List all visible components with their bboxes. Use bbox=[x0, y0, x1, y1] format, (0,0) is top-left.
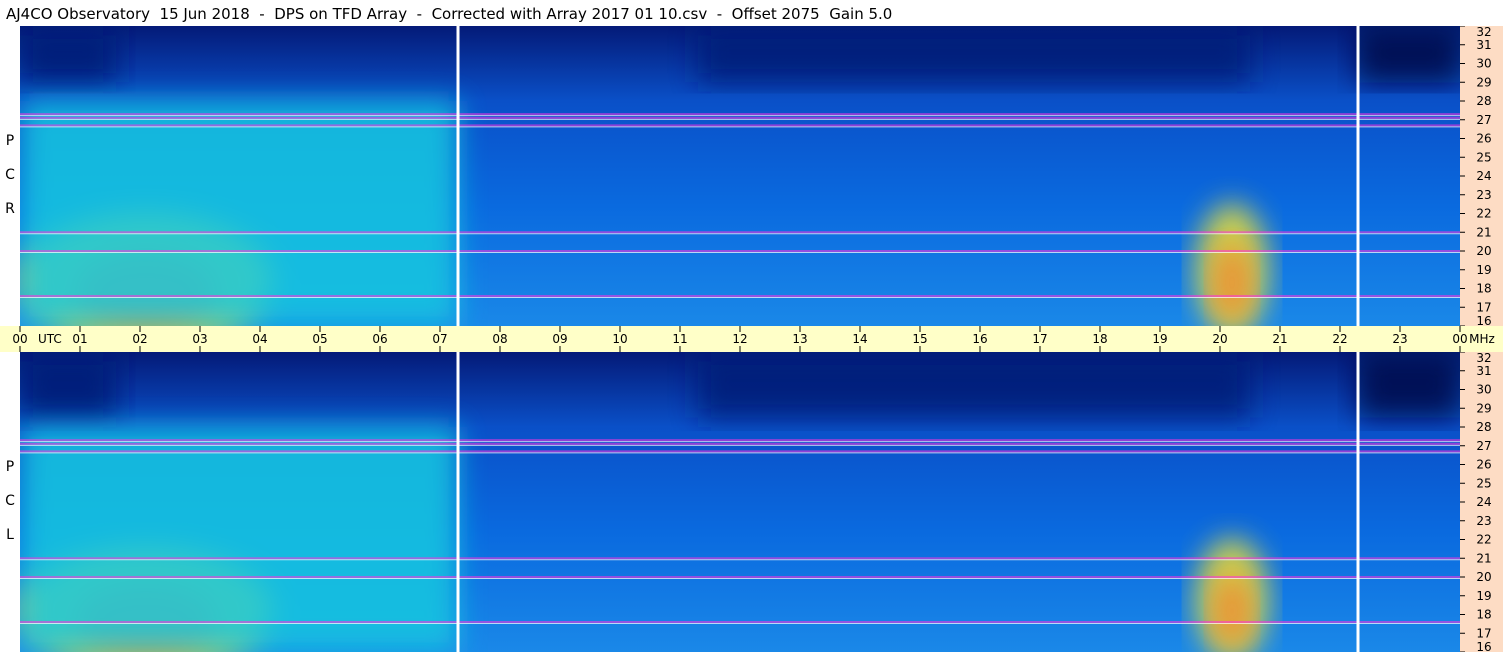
lcp-freq-tick-label-16: 16 bbox=[1476, 640, 1491, 652]
time-tick-label-15: 15 bbox=[912, 332, 927, 346]
lcp-freq-tick-label-28: 28 bbox=[1476, 420, 1491, 434]
time-tick-label-19: 19 bbox=[1152, 332, 1167, 346]
lcp-freq-axis: 16 17 18 19 20 21 22 23 24 25 26 27 28 29 30 31 32 bbox=[1460, 352, 1503, 652]
lcp-dark-band-early bbox=[20, 352, 116, 418]
rcp-freq-tick-label-16: 16 bbox=[1476, 314, 1491, 326]
lcp-freq-tick-label-19: 19 bbox=[1476, 589, 1491, 603]
lcp-freq-tick-label-24: 24 bbox=[1476, 495, 1491, 509]
time-tick-label-3: 03 bbox=[192, 332, 207, 346]
time-tick-label-10: 10 bbox=[612, 332, 627, 346]
time-tick-label-1: 01 bbox=[72, 332, 87, 346]
lcp-freq-tick-label-30: 30 bbox=[1476, 383, 1491, 397]
rcp-freq-tick-label-31: 31 bbox=[1476, 38, 1491, 52]
time-tick-label-4: 04 bbox=[252, 332, 267, 346]
lcp-spectrogram-svg bbox=[20, 352, 1460, 652]
time-tick-label-13: 13 bbox=[792, 332, 807, 346]
rcp-freq-tick-label-18: 18 bbox=[1476, 282, 1491, 296]
freq-unit-label: MHz bbox=[1469, 332, 1495, 346]
rcp-dark-band-late bbox=[1358, 26, 1460, 83]
lcp-label-letter-2: C bbox=[5, 493, 15, 509]
lcp-label: L C P bbox=[0, 352, 20, 652]
rcp-freq-tick-label-28: 28 bbox=[1476, 94, 1491, 108]
rcp-freq-tick-label-26: 26 bbox=[1476, 132, 1491, 146]
lcp-freq-tick-label-29: 29 bbox=[1476, 401, 1491, 415]
time-tick-label-0: 00 bbox=[12, 332, 27, 346]
lcp-freq-tick-label-27: 27 bbox=[1476, 439, 1491, 453]
time-tick-label-23: 23 bbox=[1392, 332, 1407, 346]
rcp-freq-tick-label-29: 29 bbox=[1476, 75, 1491, 89]
time-tick-label-5: 05 bbox=[312, 332, 327, 346]
rcp-freq-tick-label-32: 32 bbox=[1476, 26, 1491, 39]
rcp-label-letter-1: R bbox=[5, 201, 15, 217]
lcp-freq-tick-label-21: 21 bbox=[1476, 551, 1491, 565]
rcp-freq-axis: 16 17 18 19 20 21 22 23 24 25 26 27 28 29 30 31 32 bbox=[1460, 26, 1503, 326]
time-tick-label-8: 08 bbox=[492, 332, 507, 346]
rcp-emission-core-1 bbox=[1211, 243, 1253, 322]
rcp-emission-region-2 bbox=[20, 101, 458, 326]
time-tick-label-6: 06 bbox=[372, 332, 387, 346]
lcp-freq-tick-label-32: 32 bbox=[1476, 352, 1491, 365]
rcp-spectrogram bbox=[20, 26, 1460, 326]
lcp-dark-band-late bbox=[1358, 352, 1460, 418]
lcp-freq-tick-label-18: 18 bbox=[1476, 608, 1491, 622]
time-tick-label-17: 17 bbox=[1032, 332, 1047, 346]
rcp-label-letter-3: P bbox=[5, 133, 15, 149]
lcp-emission-core-1 bbox=[1211, 575, 1253, 648]
lcp-freq-tick-label-22: 22 bbox=[1476, 533, 1491, 547]
lcp-label-letter-3: P bbox=[5, 459, 15, 475]
lcp-dark-band bbox=[698, 352, 1250, 418]
lcp-emission-region-2 bbox=[20, 427, 458, 652]
time-tick-label-7: 07 bbox=[432, 332, 447, 346]
time-tick-label-24: 00 bbox=[1452, 332, 1467, 346]
rcp-freq-tick-label-30: 30 bbox=[1476, 57, 1491, 71]
lcp-spectrogram bbox=[20, 352, 1460, 652]
time-tick-label-16: 16 bbox=[972, 332, 987, 346]
rcp-freq-tick-label-27: 27 bbox=[1476, 113, 1491, 127]
time-tick-label-20: 20 bbox=[1212, 332, 1227, 346]
time-axis: 00 01 02 03 04 05 06 07 08 09 10 11 12 13 14 15 16 17 18 19… bbox=[0, 326, 1503, 352]
time-tick-label-12: 12 bbox=[732, 332, 747, 346]
rcp-spectrogram-svg bbox=[20, 26, 1460, 326]
time-tick-label-21: 21 bbox=[1272, 332, 1287, 346]
rcp-freq-tick-label-24: 24 bbox=[1476, 169, 1491, 183]
lcp-freq-tick-label-31: 31 bbox=[1476, 364, 1491, 378]
chart-title: AJ4CO Observatory 15 Jun 2018 - DPS on T… bbox=[6, 5, 893, 23]
lcp-label-letter-1: L bbox=[6, 527, 14, 543]
rcp-dark-band-early bbox=[20, 26, 116, 83]
rcp-freq-tick-label-19: 19 bbox=[1476, 263, 1491, 277]
time-tick-label-22: 22 bbox=[1332, 332, 1347, 346]
time-axis-svg: 00 01 02 03 04 05 06 07 08 09 10 11 12 13 14 15 16 17 18 19… bbox=[12, 326, 1495, 352]
time-unit-label: UTC bbox=[38, 332, 62, 346]
lcp-freq-tick-label-25: 25 bbox=[1476, 476, 1491, 490]
time-tick-label-18: 18 bbox=[1092, 332, 1107, 346]
rcp-freq-tick-label-23: 23 bbox=[1476, 188, 1491, 202]
time-tick-label-2: 02 bbox=[132, 332, 147, 346]
rcp-freq-tick-label-25: 25 bbox=[1476, 150, 1491, 164]
lcp-freq-tick-label-20: 20 bbox=[1476, 570, 1491, 584]
rcp-freq-tick-label-20: 20 bbox=[1476, 244, 1491, 258]
rcp-freq-tick-label-22: 22 bbox=[1476, 207, 1491, 221]
time-tick-label-11: 11 bbox=[672, 332, 687, 346]
time-tick-label-14: 14 bbox=[852, 332, 867, 346]
lcp-freq-tick-label-26: 26 bbox=[1476, 458, 1491, 472]
rcp-freq-tick-label-21: 21 bbox=[1476, 225, 1491, 239]
rcp-dark-band bbox=[698, 26, 1250, 83]
rcp-freq-tick-label-17: 17 bbox=[1476, 300, 1491, 314]
lcp-freq-tick-label-17: 17 bbox=[1476, 626, 1491, 640]
rcp-label-letter-2: C bbox=[5, 167, 15, 183]
lcp-freq-tick-label-23: 23 bbox=[1476, 514, 1491, 528]
rcp-label: R C P bbox=[0, 26, 20, 326]
time-tick-label-9: 09 bbox=[552, 332, 567, 346]
